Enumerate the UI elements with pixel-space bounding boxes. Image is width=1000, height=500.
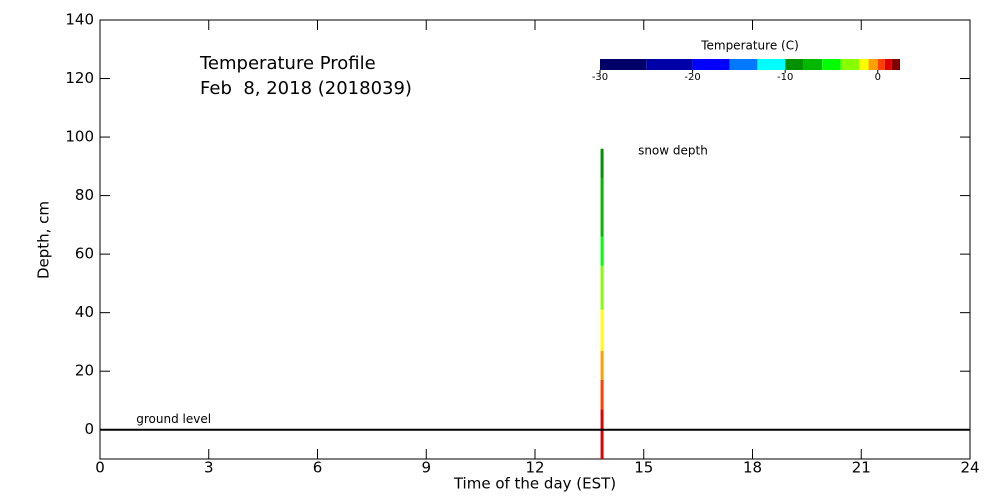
colorbar-tick-label: -20 (684, 72, 700, 83)
profile-segment (600, 350, 604, 380)
colorbar-cell (729, 59, 758, 70)
x-tick-label: 9 (421, 459, 431, 477)
x-tick-label: 21 (852, 459, 871, 477)
colorbar-cell (646, 59, 693, 70)
colorbar-cell (692, 59, 730, 70)
colorbar-cell (884, 59, 892, 70)
y-tick-label: 20 (75, 362, 94, 380)
colorbar-cell (868, 59, 878, 70)
colorbar-cell (803, 59, 823, 70)
colorbar-title: Temperature (C) (700, 39, 799, 53)
profile-segment (600, 236, 604, 266)
colorbar-tick-label: 0 (875, 72, 881, 83)
profile-segment (600, 178, 604, 237)
colorbar-cell (877, 59, 885, 70)
colorbar-cell (822, 59, 841, 70)
profile-segment (600, 379, 604, 410)
chart-title: Temperature Profile (199, 53, 376, 74)
x-tick-label: 3 (204, 459, 214, 477)
x-tick-label: 0 (95, 459, 105, 477)
x-tick-label: 18 (743, 459, 762, 477)
y-tick-label: 120 (65, 69, 94, 87)
x-axis-label: Time of the day (EST) (453, 475, 616, 493)
profile-segment (600, 148, 604, 179)
colorbar-cell (859, 59, 869, 70)
y-tick-label: 0 (84, 420, 94, 438)
profile-segment (600, 265, 604, 310)
profile-segment (600, 409, 604, 459)
x-tick-label: 15 (634, 459, 653, 477)
profile-segment (600, 309, 604, 351)
y-tick-label: 100 (65, 128, 94, 146)
x-tick-label: 12 (525, 459, 544, 477)
ground-label: ground level (136, 412, 211, 426)
x-tick-label: 24 (960, 459, 979, 477)
colorbar-cell (891, 59, 900, 70)
y-tick-label: 60 (75, 245, 94, 263)
colorbar-cell (785, 59, 804, 70)
x-tick-label: 6 (313, 459, 323, 477)
colorbar-tick-label: -10 (777, 72, 793, 83)
chart-subtitle: Feb 8, 2018 (2018039) (200, 78, 412, 99)
y-tick-label: 40 (75, 303, 94, 321)
colorbar-cell (600, 59, 647, 70)
y-tick-label: 140 (65, 11, 94, 29)
colorbar-cell (757, 59, 786, 70)
y-axis-label: Depth, cm (35, 201, 53, 279)
y-tick-label: 80 (75, 186, 94, 204)
colorbar-tick-label: -30 (592, 72, 608, 83)
colorbar-cell (840, 59, 860, 70)
snow-depth-label: snow depth (638, 143, 708, 157)
